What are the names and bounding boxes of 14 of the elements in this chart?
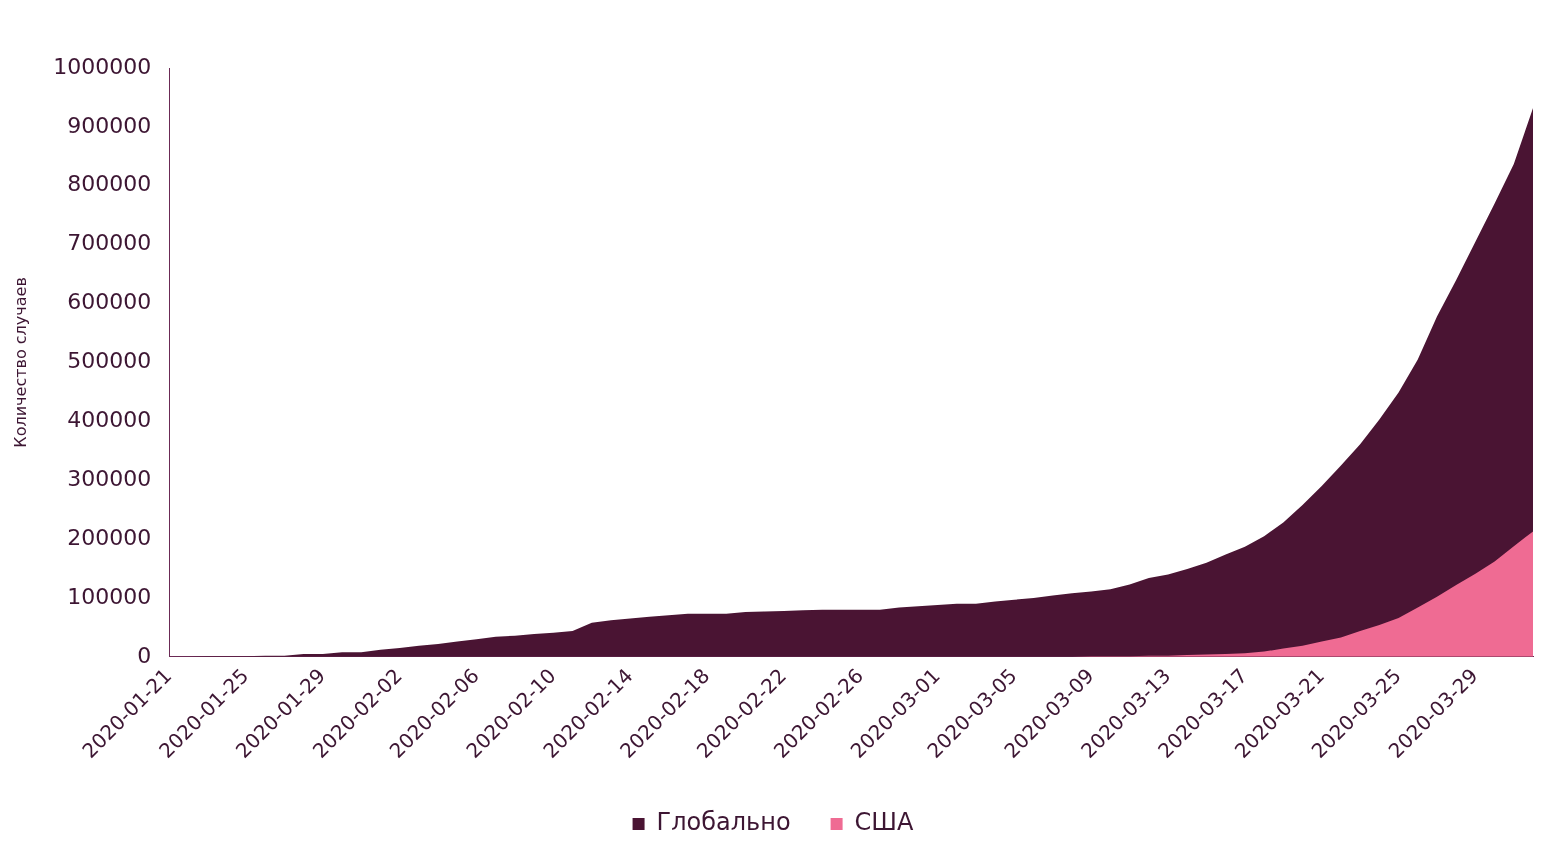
y-axis-title: Количество случаев [10, 277, 30, 448]
y-tick-label: 0 [137, 642, 152, 668]
y-tick-label: 500000 [67, 348, 152, 374]
y-tick-label: 200000 [67, 524, 152, 550]
y-tick-label: 700000 [67, 230, 152, 256]
y-tick-label: 300000 [67, 465, 152, 491]
y-tick-label: 800000 [67, 171, 152, 197]
legend-label: Глобально [656, 808, 791, 837]
y-tick-label: 600000 [67, 289, 152, 315]
legend-label: США [854, 808, 915, 837]
y-tick-label: 100000 [67, 583, 152, 609]
y-tick-label: 900000 [67, 112, 152, 138]
y-tick-label: 400000 [67, 407, 152, 433]
y-tick-label: 1000000 [53, 53, 152, 79]
